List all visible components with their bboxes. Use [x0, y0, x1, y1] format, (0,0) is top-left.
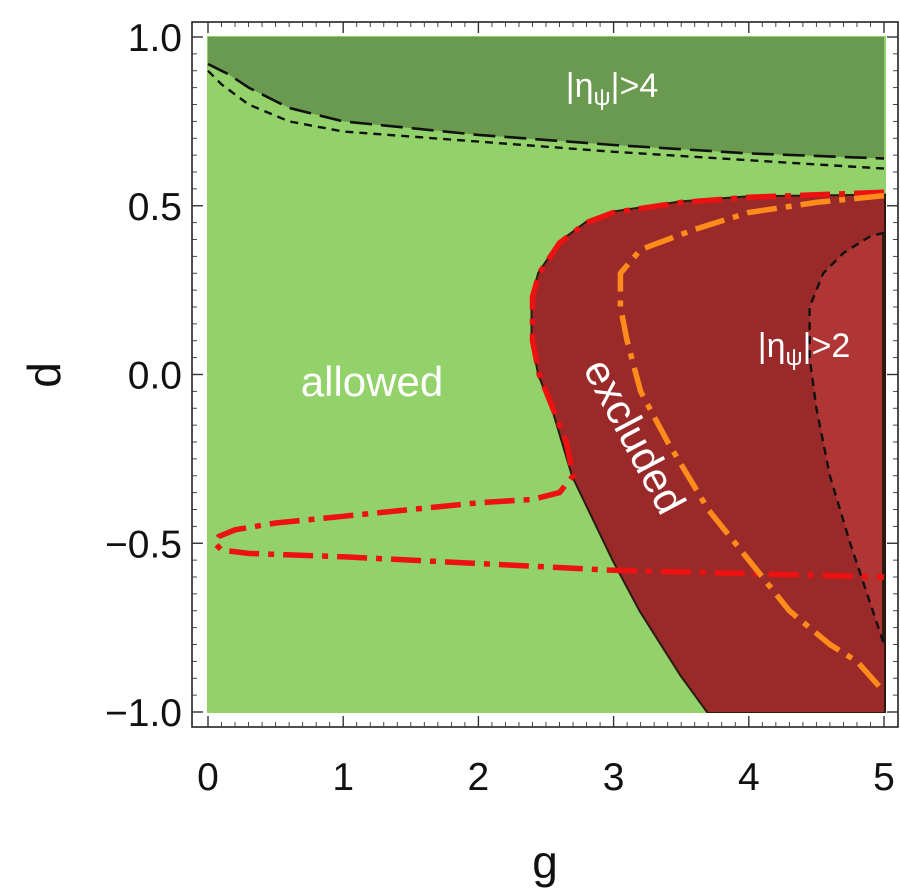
tick-marks: [192, 22, 898, 727]
eta2-label-sub: ψ: [786, 344, 803, 371]
series-curve-2: [207, 69, 885, 170]
eta2-label-open: |η: [758, 327, 786, 365]
eta4-label-open: |η: [566, 67, 594, 105]
series-layer: [207, 62, 886, 694]
allowed-label: allowed: [301, 358, 443, 405]
series-curve-5: [617, 192, 886, 694]
eta4-label: |ηψ|>4: [566, 67, 658, 111]
y-tick-label: −1.0: [105, 692, 182, 735]
x-tick-label: 2: [468, 756, 490, 799]
series-curve-1: [207, 62, 885, 160]
x-tick-label: 3: [603, 756, 625, 799]
x-tick-label: 4: [738, 756, 760, 799]
y-axis-label: d: [18, 362, 70, 388]
x-tick-label: 0: [197, 756, 219, 799]
tick-labels: 0 1 2 3 4 5 −1.0 −0.5 0.0 0.5 1.0: [105, 17, 895, 799]
y-tick-label: 1.0: [128, 17, 182, 60]
x-tick-label: 5: [873, 756, 895, 799]
eta2-label-close: |>2: [803, 327, 851, 365]
x-axis-label: g: [532, 836, 558, 888]
y-tick-label: −0.5: [105, 523, 182, 566]
x-tick-label: 1: [332, 756, 354, 799]
y-tick-label: 0.0: [128, 355, 182, 398]
eta2-region: [532, 195, 884, 713]
series-curve-3: [808, 231, 886, 645]
eta4-label-sub: ψ: [594, 84, 611, 111]
eta2-label: |ηψ|>2: [758, 327, 850, 371]
eta4-label-close: |>4: [611, 67, 659, 105]
y-tick-label: 0.5: [128, 186, 182, 229]
eta4-region: [208, 37, 884, 159]
